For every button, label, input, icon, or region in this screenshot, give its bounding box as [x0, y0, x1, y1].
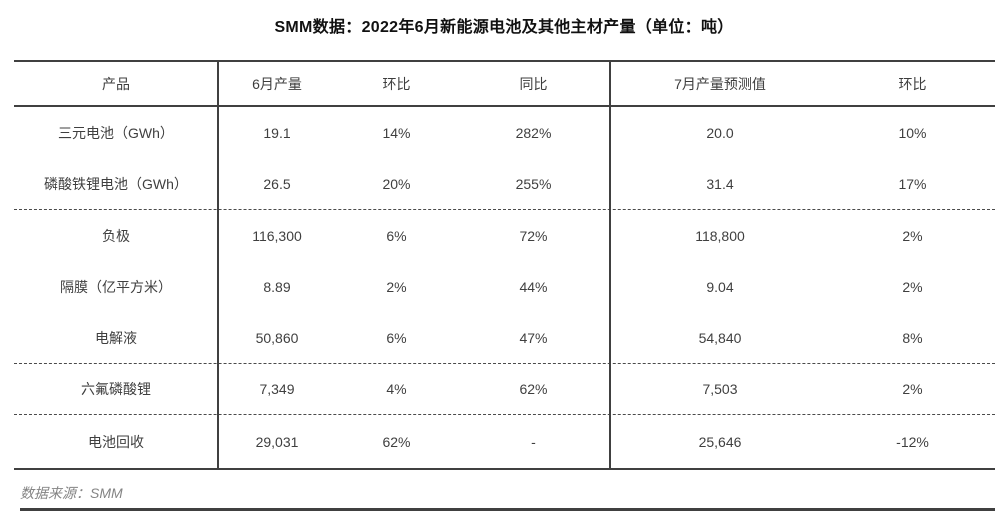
row-group-materials: 负极 116,300 6% 72% 118,800 2% 隔膜（亿平方米） 8.… — [14, 210, 995, 364]
cell-product: 六氟磷酸锂 — [81, 381, 151, 397]
cell-july-forecast: 118,800 — [695, 227, 745, 244]
column-header-yoy: 同比 — [519, 75, 548, 92]
cell-july-forecast: 9.04 — [706, 278, 734, 295]
row-group-lithium-hexafluorophosphate: 六氟磷酸锂 7,349 4% 62% 7,503 2% — [14, 364, 995, 415]
cell-mom: 6% — [386, 329, 407, 346]
cell-july-forecast: 54,840 — [698, 329, 742, 346]
column-header-mom: 环比 — [382, 75, 411, 92]
data-source-note: 数据来源：SMM — [20, 485, 123, 501]
cell-yoy: 255% — [515, 175, 552, 192]
cell-july-forecast: 31.4 — [706, 175, 734, 192]
cell-yoy: 44% — [519, 278, 548, 295]
table-row: 隔膜（亿平方米） 8.89 2% 44% 9.04 2% — [14, 261, 995, 312]
row-group-battery-recycling: 电池回收 29,031 62% - 25,646 -12% — [14, 415, 995, 468]
table-row: 负极 116,300 6% 72% 118,800 2% — [14, 210, 995, 261]
cell-june-output: 50,860 — [255, 329, 299, 346]
cell-forecast-mom: -12% — [896, 433, 929, 450]
table-row: 电池回收 29,031 62% - 25,646 -12% — [14, 415, 995, 468]
cell-yoy: - — [531, 433, 536, 450]
column-header-july-forecast: 7月产量预测值 — [674, 75, 766, 92]
column-header-forecast-mom: 环比 — [898, 75, 927, 92]
cell-june-output: 29,031 — [255, 433, 299, 450]
cell-june-output: 26.5 — [263, 175, 291, 192]
cell-product: 电解液 — [95, 329, 137, 346]
column-divider — [609, 62, 611, 468]
table-header-row: 产品 6月产量 环比 同比 7月产量预测值 环比 — [14, 62, 995, 107]
cell-yoy: 62% — [519, 381, 548, 397]
cell-mom: 62% — [382, 433, 411, 450]
cell-forecast-mom: 2% — [902, 227, 923, 244]
cell-mom: 4% — [386, 381, 407, 397]
cell-june-output: 8.89 — [263, 278, 291, 295]
cell-forecast-mom: 8% — [902, 329, 923, 346]
column-header-june-output: 6月产量 — [252, 75, 302, 92]
table-row: 三元电池（GWh） 19.1 14% 282% 20.0 10% — [14, 107, 995, 158]
cell-product: 磷酸铁锂电池（GWh） — [44, 175, 188, 192]
cell-forecast-mom: 17% — [898, 175, 927, 192]
column-divider — [217, 62, 219, 468]
page-title: SMM数据：2022年6月新能源电池及其他主材产量（单位：吨） — [274, 19, 734, 36]
cell-yoy: 282% — [515, 124, 552, 141]
cell-june-output: 116,300 — [252, 227, 302, 244]
cell-product: 电池回收 — [88, 433, 144, 450]
cell-july-forecast: 25,646 — [698, 433, 742, 450]
bottom-divider — [20, 508, 995, 511]
cell-july-forecast: 7,503 — [702, 381, 738, 397]
column-header-product: 产品 — [102, 75, 130, 92]
production-table: 产品 6月产量 环比 同比 7月产量预测值 环比 三元电池（GWh） 19.1 … — [14, 60, 995, 470]
cell-mom: 2% — [386, 278, 407, 295]
cell-forecast-mom: 2% — [902, 381, 923, 397]
cell-july-forecast: 20.0 — [706, 124, 734, 141]
cell-june-output: 19.1 — [263, 124, 291, 141]
cell-forecast-mom: 10% — [898, 124, 927, 141]
row-group-batteries: 三元电池（GWh） 19.1 14% 282% 20.0 10% 磷酸铁锂电池（… — [14, 107, 995, 210]
cell-mom: 6% — [386, 227, 407, 244]
table-row: 六氟磷酸锂 7,349 4% 62% 7,503 2% — [14, 364, 995, 414]
table-row: 电解液 50,860 6% 47% 54,840 8% — [14, 312, 995, 363]
cell-mom: 20% — [382, 175, 411, 192]
table-row: 磷酸铁锂电池（GWh） 26.5 20% 255% 31.4 17% — [14, 158, 995, 209]
cell-yoy: 72% — [519, 227, 548, 244]
cell-yoy: 47% — [519, 329, 548, 346]
cell-product: 三元电池（GWh） — [58, 124, 174, 141]
cell-product: 隔膜（亿平方米） — [60, 278, 172, 295]
cell-product: 负极 — [102, 227, 130, 244]
cell-forecast-mom: 2% — [902, 278, 923, 295]
cell-june-output: 7,349 — [259, 381, 295, 397]
cell-mom: 14% — [382, 124, 411, 141]
